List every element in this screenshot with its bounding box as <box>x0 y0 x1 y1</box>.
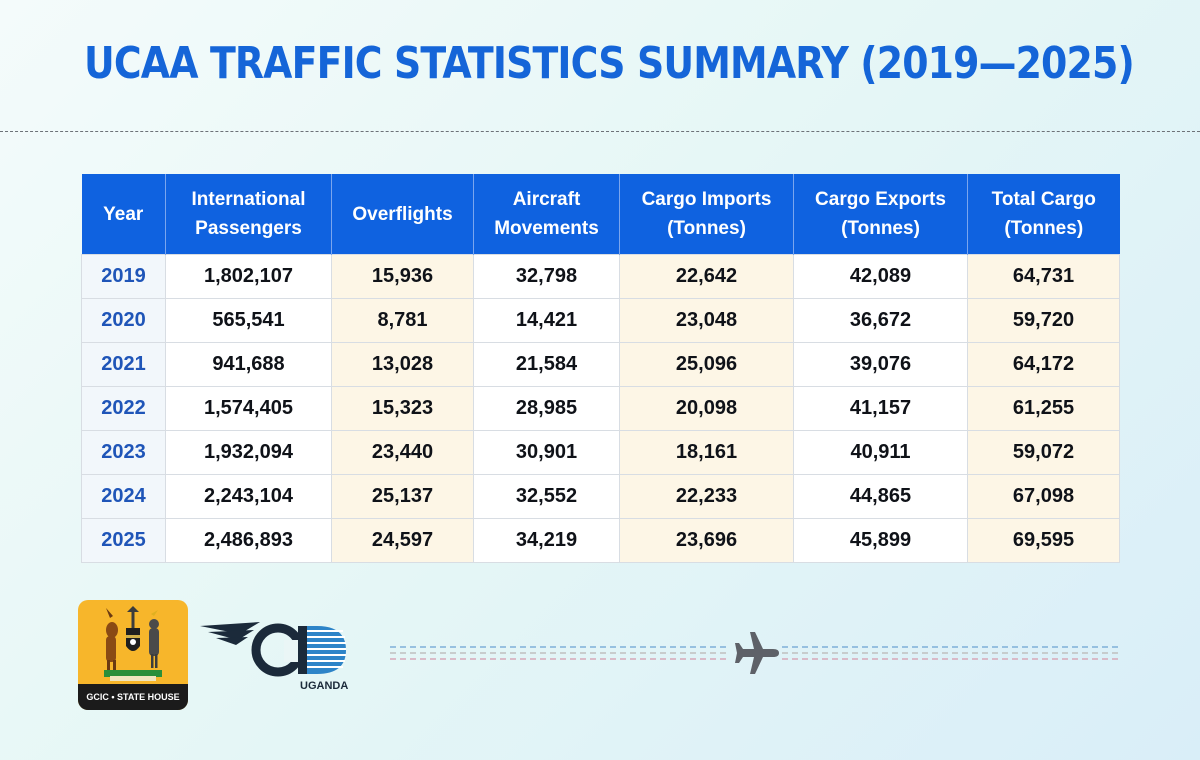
cell-year: 2022 <box>81 386 166 431</box>
cell-total-cargo: 64,731 <box>967 254 1120 299</box>
cell-year: 2019 <box>81 254 166 299</box>
cell-total-cargo: 69,595 <box>967 518 1120 563</box>
cell-cargo-imports: 22,642 <box>619 254 794 299</box>
header-total-cargo: Total Cargo (Tonnes) <box>967 174 1120 255</box>
cell-cargo-exports: 41,157 <box>793 386 968 431</box>
caa-wing-logo-icon <box>200 622 346 677</box>
header-year: Year <box>81 174 166 255</box>
cell-aircraft-movements: 21,584 <box>473 342 620 387</box>
cell-aircraft-movements: 32,798 <box>473 254 620 299</box>
table-row: 2020 565,541 8,781 14,421 23,048 36,672 … <box>81 298 1120 343</box>
cell-overflights: 13,028 <box>331 342 474 387</box>
cell-year: 2023 <box>81 430 166 475</box>
cell-cargo-imports: 25,096 <box>619 342 794 387</box>
gcic-state-house-logo: GCIC • STATE HOUSE <box>78 600 188 710</box>
cell-overflights: 25,137 <box>331 474 474 519</box>
caa-uganda-logo: UGANDA <box>200 612 352 692</box>
cell-overflights: 8,781 <box>331 298 474 343</box>
cell-total-cargo: 61,255 <box>967 386 1120 431</box>
cell-total-cargo: 64,172 <box>967 342 1120 387</box>
cell-international-passengers: 1,802,107 <box>165 254 332 299</box>
cell-cargo-imports: 18,161 <box>619 430 794 475</box>
cell-cargo-exports: 44,865 <box>793 474 968 519</box>
cell-cargo-imports: 23,696 <box>619 518 794 563</box>
traffic-statistics-table: Year International Passengers Overflights… <box>81 174 1120 563</box>
cell-cargo-exports: 36,672 <box>793 298 968 343</box>
header-international-passengers: International Passengers <box>165 174 332 255</box>
table-header-row: Year International Passengers Overflights… <box>81 174 1120 255</box>
cell-total-cargo: 67,098 <box>967 474 1120 519</box>
cell-international-passengers: 565,541 <box>165 298 332 343</box>
cell-cargo-imports: 22,233 <box>619 474 794 519</box>
caa-logo-label: UGANDA <box>300 680 349 692</box>
header-cargo-imports: Cargo Imports (Tonnes) <box>619 174 794 255</box>
cell-cargo-imports: 20,098 <box>619 386 794 431</box>
table-row: 2024 2,243,104 25,137 32,552 22,233 44,8… <box>81 474 1120 519</box>
cell-year: 2020 <box>81 298 166 343</box>
page-title: UCAA TRAFFIC STATISTICS SUMMARY (2019—20… <box>84 38 1135 89</box>
cell-aircraft-movements: 30,901 <box>473 430 620 475</box>
cell-total-cargo: 59,072 <box>967 430 1120 475</box>
cell-cargo-imports: 23,048 <box>619 298 794 343</box>
title-divider <box>0 131 1200 132</box>
cell-cargo-exports: 42,089 <box>793 254 968 299</box>
cell-overflights: 15,936 <box>331 254 474 299</box>
cell-overflights: 23,440 <box>331 430 474 475</box>
cell-year: 2021 <box>81 342 166 387</box>
cell-aircraft-movements: 32,552 <box>473 474 620 519</box>
airplane-icon <box>735 632 779 674</box>
table-row: 2022 1,574,405 15,323 28,985 20,098 41,1… <box>81 386 1120 431</box>
cell-aircraft-movements: 14,421 <box>473 298 620 343</box>
table-row: 2019 1,802,107 15,936 32,798 22,642 42,0… <box>81 254 1120 299</box>
cell-international-passengers: 1,932,094 <box>165 430 332 475</box>
cell-year: 2025 <box>81 518 166 563</box>
cell-aircraft-movements: 28,985 <box>473 386 620 431</box>
cell-international-passengers: 941,688 <box>165 342 332 387</box>
cell-overflights: 24,597 <box>331 518 474 563</box>
table-row: 2021 941,688 13,028 21,584 25,096 39,076… <box>81 342 1120 387</box>
table-row: 2025 2,486,893 24,597 34,219 23,696 45,8… <box>81 518 1120 563</box>
cell-year: 2024 <box>81 474 166 519</box>
cell-aircraft-movements: 34,219 <box>473 518 620 563</box>
cell-overflights: 15,323 <box>331 386 474 431</box>
cell-cargo-exports: 40,911 <box>793 430 968 475</box>
cell-international-passengers: 1,574,405 <box>165 386 332 431</box>
flight-path-lines <box>390 646 1120 660</box>
header-overflights: Overflights <box>331 174 474 255</box>
header-aircraft-movements: Aircraft Movements <box>473 174 620 255</box>
gcic-logo-label: GCIC • STATE HOUSE <box>78 684 188 710</box>
cell-international-passengers: 2,243,104 <box>165 474 332 519</box>
cell-cargo-exports: 45,899 <box>793 518 968 563</box>
cell-international-passengers: 2,486,893 <box>165 518 332 563</box>
table-row: 2023 1,932,094 23,440 30,901 18,161 40,9… <box>81 430 1120 475</box>
header-cargo-exports: Cargo Exports (Tonnes) <box>793 174 968 255</box>
uganda-coat-of-arms-icon <box>104 606 162 681</box>
cell-cargo-exports: 39,076 <box>793 342 968 387</box>
cell-total-cargo: 59,720 <box>967 298 1120 343</box>
